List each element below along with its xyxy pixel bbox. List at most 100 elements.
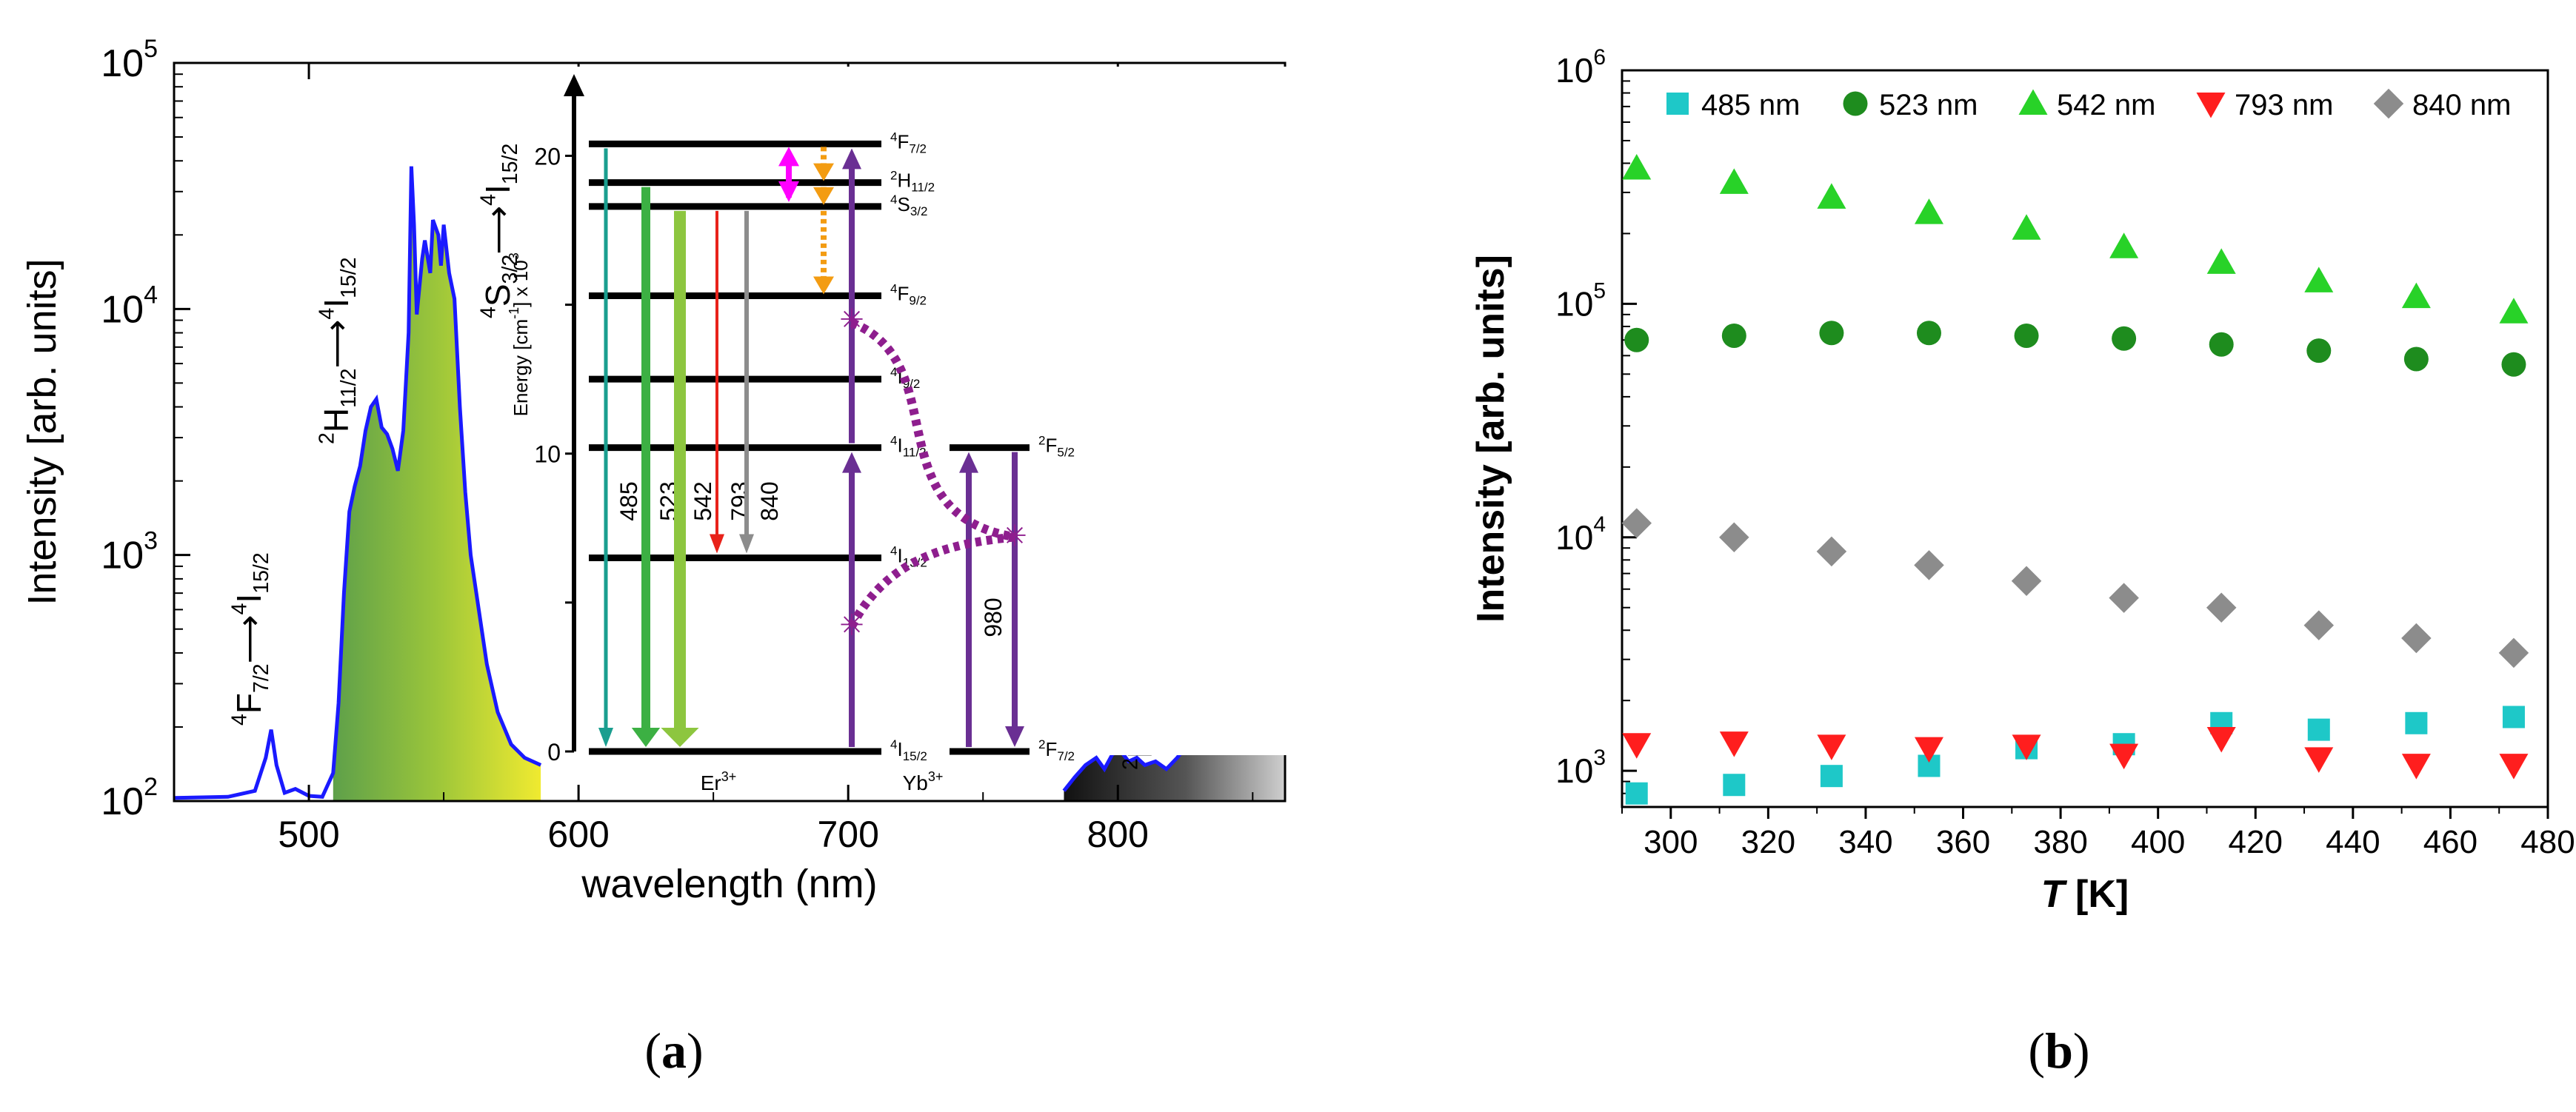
- data-point-523-nm: [2306, 338, 2332, 364]
- plot-frame: [1621, 69, 2549, 808]
- inset-y-tick-label: 20: [534, 143, 561, 170]
- data-point-793-nm: [1719, 731, 1749, 757]
- data-point-840-nm: [2303, 610, 2335, 640]
- data-point-793-nm: [2109, 743, 2139, 770]
- emission-label: 485: [615, 481, 642, 520]
- er-level-label: 4I15/2: [890, 737, 927, 763]
- inset-y-tick-label: 10: [534, 441, 561, 468]
- data-point-793-nm: [2012, 734, 2041, 760]
- data-point-523-nm: [2014, 323, 2039, 348]
- data-point-542-nm: [1719, 168, 1749, 194]
- legend-marker: [2196, 93, 2226, 118]
- emission-arrowhead: [710, 534, 724, 554]
- inset-y-tick-label: 0: [547, 739, 561, 766]
- yb-level-label: 2F5/2: [1038, 434, 1075, 460]
- emission-label: 840: [756, 481, 783, 520]
- data-point-542-nm: [1817, 183, 1846, 209]
- data-point-840-nm: [2109, 583, 2139, 613]
- x-tick-label: 340: [1838, 824, 1892, 860]
- emission-arrowhead: [739, 534, 754, 554]
- panel-a-chart: 102 103 104 105 500 600 700 800 wavelength (nm) I…: [20, 35, 1289, 906]
- x-tick-label: 700: [817, 814, 878, 855]
- spectrum-line-green: [174, 166, 542, 800]
- data-point-542-nm: [2012, 214, 2041, 240]
- yb-relax-arrowhead: [1005, 726, 1024, 747]
- x-tick-label: 300: [1644, 824, 1698, 860]
- energy-transfer-mark: ✳: [1002, 520, 1027, 552]
- er-pump-arrow-1-head: [842, 452, 861, 473]
- x-tick-label: 500: [278, 814, 339, 855]
- emission-label: 542: [690, 481, 716, 520]
- data-point-485-nm: [1820, 765, 1843, 788]
- up-arrowhead-magenta: [778, 147, 799, 167]
- caption-a: (a): [644, 1022, 704, 1079]
- legend-marker: [1843, 91, 1868, 116]
- data-point-542-nm: [2109, 232, 2139, 258]
- y-tick-label: 103: [1555, 746, 1606, 790]
- x-tick-label: 420: [2229, 824, 2283, 860]
- data-point-485-nm: [2405, 711, 2428, 734]
- data-point-523-nm: [2209, 332, 2234, 357]
- data-point-523-nm: [1916, 321, 1941, 346]
- data-point-542-nm: [2304, 267, 2334, 292]
- emission-arrowhead: [631, 728, 661, 747]
- annotation-4s32-green: 4S3/2​⟶4I15/2​: [477, 144, 522, 318]
- pump-label: 980: [980, 597, 1007, 637]
- er-level-label: 4S3/2: [890, 192, 927, 218]
- data-point-542-nm: [2401, 282, 2431, 309]
- data-point-542-nm: [2206, 248, 2236, 274]
- x-tick-label: 480: [2520, 824, 2575, 860]
- legend-label: 523 nm: [1879, 89, 1978, 121]
- relax-arrowhead-orange: [813, 187, 834, 205]
- y-tick-label: 104: [1555, 512, 1606, 557]
- legend-label: 485 nm: [1701, 89, 1800, 121]
- legend-label: 840 nm: [2412, 89, 2511, 121]
- x-tick-label: 460: [2423, 824, 2477, 860]
- data-point-523-nm: [2501, 352, 2526, 377]
- spectrum-fill-green: [333, 166, 541, 801]
- data-point-542-nm: [1914, 198, 1943, 224]
- data-point-840-nm: [2011, 566, 2042, 597]
- data-point-793-nm: [1914, 737, 1943, 763]
- y-tick-label: 105: [101, 35, 158, 85]
- energy-transfer-mark: ✳: [839, 304, 864, 337]
- data-point-523-nm: [1624, 327, 1649, 352]
- annotation-2h112-green: 2H11/2​⟶4I15/2​: [316, 257, 361, 444]
- x-tick-label: 360: [1936, 824, 1990, 860]
- y-tick-label: 103: [101, 527, 158, 577]
- er-level-label: 4F7/2: [890, 130, 927, 155]
- data-point-485-nm: [1723, 774, 1746, 797]
- annotation-4f72: 4F7/2​⟶4I15/2​: [228, 552, 273, 726]
- y-tick-label: 106: [1555, 45, 1606, 90]
- data-point-793-nm: [2401, 754, 2431, 780]
- data-point-840-nm: [2498, 637, 2529, 669]
- data-point-523-nm: [1721, 323, 1746, 348]
- data-point-485-nm: [2502, 706, 2525, 729]
- x-tick-label: 400: [2131, 824, 2185, 860]
- x-tick-label: 440: [2326, 824, 2380, 860]
- y-tick-label: 102: [101, 773, 158, 823]
- x-axis-label: T [K]: [2041, 873, 2129, 916]
- data-point-840-nm: [1719, 522, 1749, 553]
- data-point-523-nm: [2112, 326, 2137, 351]
- data-point-793-nm: [1622, 733, 1652, 759]
- x-axis-label: wavelength (nm): [581, 862, 877, 906]
- legend-marker: [2018, 89, 2048, 115]
- data-point-485-nm: [1625, 782, 1648, 805]
- energy-transfer-2: [847, 532, 1015, 629]
- data-point-485-nm: [2307, 718, 2330, 741]
- data-point-840-nm: [1816, 536, 1847, 567]
- legend-label: 793 nm: [2235, 89, 2333, 121]
- x-tick-label: 800: [1087, 814, 1149, 855]
- inset-y-axis-label: Energy [cm-1] x 103: [507, 252, 532, 416]
- x-tick-label: 600: [547, 814, 609, 855]
- y-tick-label: 105: [1555, 278, 1606, 323]
- down-arrowhead-magenta: [778, 181, 799, 202]
- data-point-793-nm: [2206, 727, 2236, 753]
- data-point-793-nm: [2304, 747, 2334, 773]
- yb-ion-label: Yb3+: [903, 769, 944, 794]
- er-pump-arrow-2-head: [842, 148, 861, 170]
- er-ion-label: Er3+: [701, 769, 737, 794]
- data-point-793-nm: [1817, 734, 1846, 760]
- y-axis-label: Intensity [arb. units]: [20, 258, 64, 605]
